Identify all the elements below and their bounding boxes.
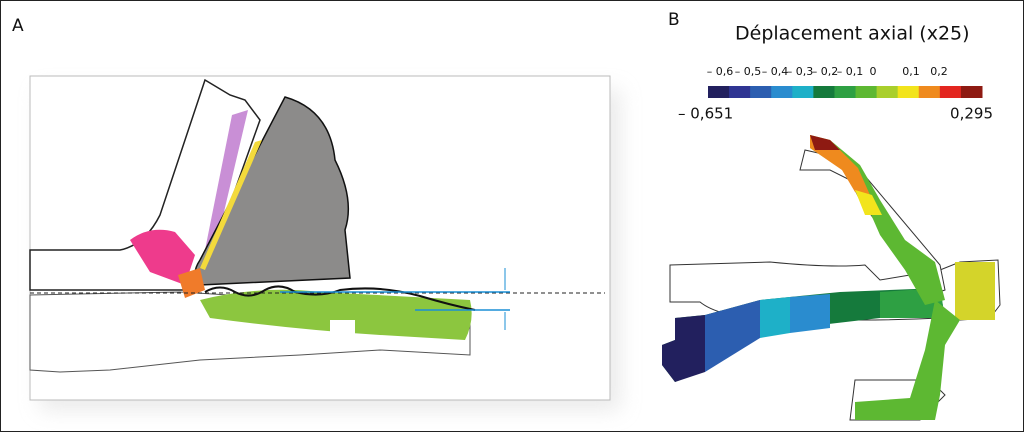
scale-segment (792, 86, 814, 98)
scale-segment (708, 86, 730, 98)
scale-segment (729, 86, 751, 98)
scale-min: – 0,651 (678, 105, 733, 123)
scale-tick: – 0,4 (762, 65, 789, 78)
panel-label: B (668, 10, 680, 30)
scale-max: 0,295 (950, 105, 993, 123)
panel-a-drawing (30, 76, 620, 410)
scale-segment (750, 86, 772, 98)
scale-tick: – 0,3 (787, 65, 814, 78)
figure: A B Déplacement axial (x25) – 0,6 – 0,5 … (0, 0, 1024, 432)
scale-segment (877, 86, 899, 98)
panel-label: A (12, 16, 24, 36)
scale-tick: – 0,2 (812, 65, 839, 78)
scale-segment (856, 86, 878, 98)
scale-title: Déplacement axial (x25) (735, 23, 970, 45)
scale-segment (898, 86, 920, 98)
scale-segment (919, 86, 941, 98)
color-scale (708, 86, 983, 98)
scale-tick: – 0,1 (837, 65, 864, 78)
scale-segment (771, 86, 793, 98)
scale-tick: 0,1 (902, 65, 920, 78)
scale-segment (834, 86, 856, 98)
scale-tick: – 0,5 (735, 65, 762, 78)
scale-tick: 0,2 (930, 65, 948, 78)
scale-tick: 0 (870, 65, 877, 78)
scale-segment (940, 86, 962, 98)
scale-segment (813, 86, 835, 98)
scale-tick: – 0,6 (707, 65, 734, 78)
scale-segment (961, 86, 983, 98)
